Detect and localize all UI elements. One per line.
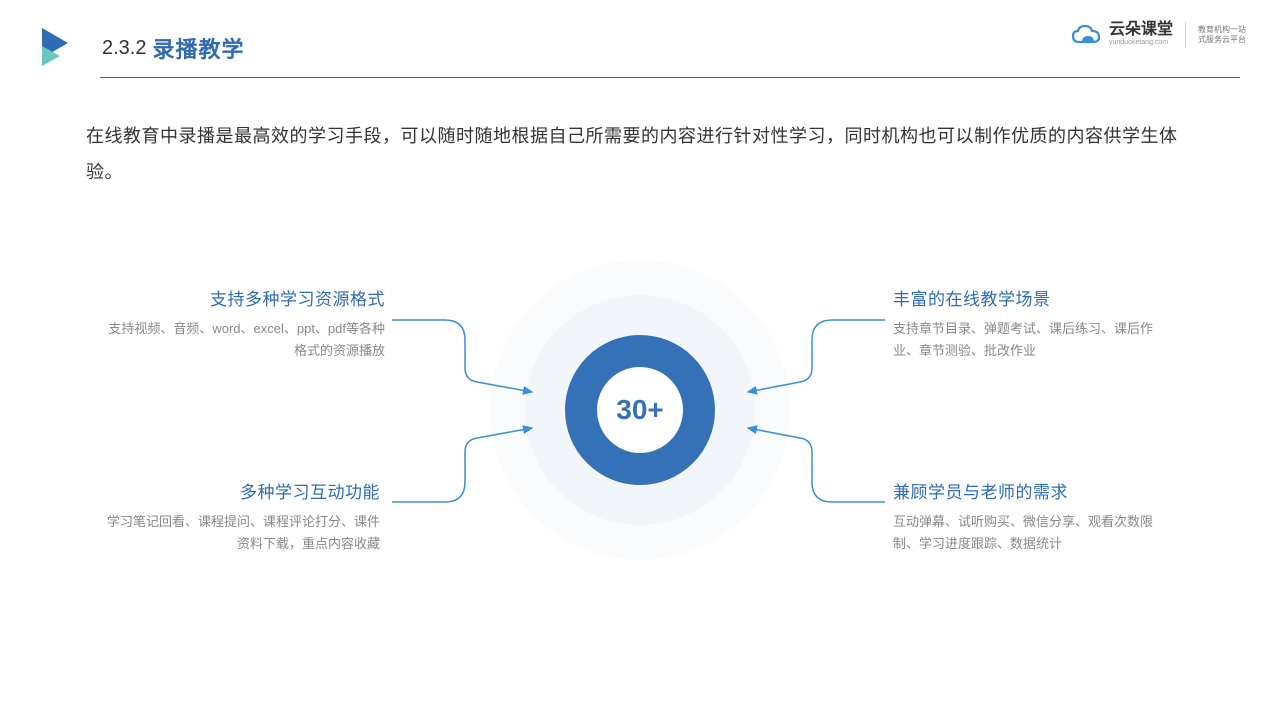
feature-desc: 支持视频、音频、word、excel、ppt、pdf等各种格式的资源播放 bbox=[105, 318, 385, 362]
logo-name: 云朵课堂 bbox=[1109, 22, 1173, 38]
center-label: 30+ bbox=[616, 394, 664, 426]
feature-top-left: 支持多种学习资源格式 支持视频、音频、word、excel、ppt、pdf等各种… bbox=[105, 285, 385, 362]
logo-domain: yunduoketang.com bbox=[1109, 38, 1173, 47]
feature-title: 兼顾学员与老师的需求 bbox=[893, 478, 1173, 503]
feature-diagram: 30+ 支持多种学习资源格式 支持视频、音频、word、excel、ppt、pd… bbox=[0, 260, 1280, 680]
logo-tagline-2: 式服务云平台 bbox=[1198, 35, 1246, 45]
logo-tagline-1: 教育机构一站 bbox=[1198, 25, 1246, 35]
feature-title: 多种学习互动功能 bbox=[100, 478, 380, 503]
feature-desc: 学习笔记回看、课程提问、课程评论打分、课件资料下载，重点内容收藏 bbox=[100, 511, 380, 555]
feature-title: 丰富的在线教学场景 bbox=[893, 285, 1173, 310]
header-underline bbox=[100, 77, 1240, 78]
feature-title: 支持多种学习资源格式 bbox=[105, 285, 385, 310]
cloud-icon bbox=[1071, 24, 1101, 46]
section-title: 录播教学 bbox=[152, 32, 244, 64]
brand-logo: 云朵课堂 yunduoketang.com 教育机构一站 式服务云平台 bbox=[1071, 22, 1246, 48]
logo-divider bbox=[1185, 22, 1186, 48]
play-icon bbox=[42, 28, 78, 68]
feature-desc: 支持章节目录、弹题考试、课后练习、课后作业、章节测验、批改作业 bbox=[893, 318, 1173, 362]
feature-top-right: 丰富的在线教学场景 支持章节目录、弹题考试、课后练习、课后作业、章节测验、批改作… bbox=[893, 285, 1173, 362]
feature-desc: 互动弹幕、试听购买、微信分享、观看次数限制、学习进度跟踪、数据统计 bbox=[893, 511, 1173, 555]
feature-bottom-left: 多种学习互动功能 学习笔记回看、课程提问、课程评论打分、课件资料下载，重点内容收… bbox=[100, 478, 380, 555]
intro-paragraph: 在线教育中录播是最高效的学习手段，可以随时随地根据自己所需要的内容进行针对性学习… bbox=[0, 68, 1280, 190]
section-number: 2.3.2 bbox=[102, 37, 146, 60]
feature-bottom-right: 兼顾学员与老师的需求 互动弹幕、试听购买、微信分享、观看次数限制、学习进度跟踪、… bbox=[893, 478, 1173, 555]
